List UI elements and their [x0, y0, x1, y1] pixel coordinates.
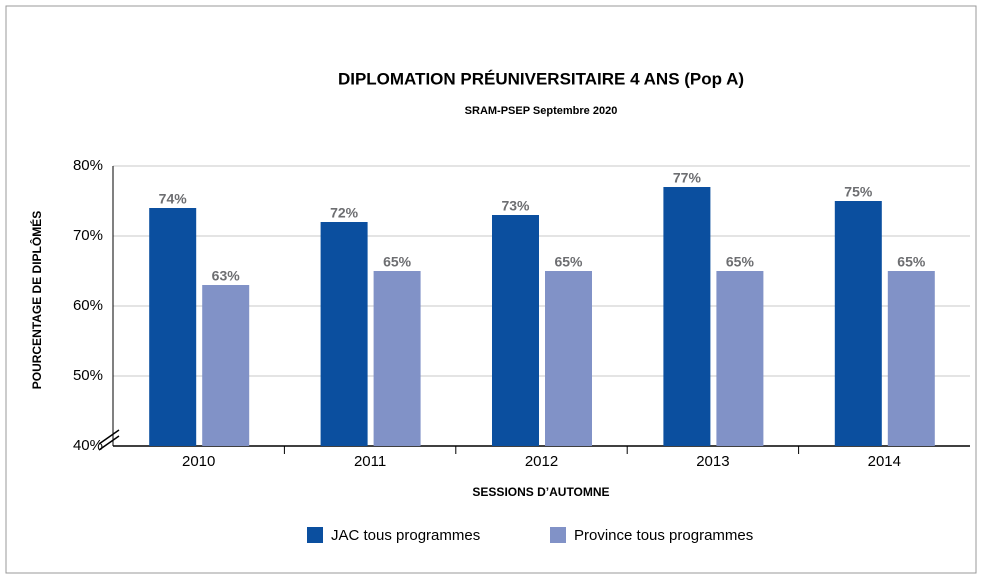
- x-tick-label: 2011: [354, 453, 386, 470]
- chart-title: DIPLOMATION PRÉUNIVERSITAIRE 4 ANS (Pop …: [338, 69, 744, 88]
- x-tick-label: 2012: [525, 453, 558, 470]
- x-tick-label: 2013: [696, 453, 729, 470]
- legend-swatch: [550, 527, 566, 543]
- y-tick-label: 80%: [73, 157, 103, 174]
- y-axis-label: POURCENTAGE DE DIPLÔMÉS: [29, 211, 44, 389]
- axis-break: [98, 429, 120, 451]
- bar: [887, 271, 935, 446]
- y-tick-label: 50%: [73, 367, 103, 384]
- bar: [663, 187, 711, 446]
- bar: [492, 215, 539, 446]
- value-label: 72%: [330, 205, 359, 221]
- y-tick-label: 70%: [73, 227, 103, 244]
- x-tick-label: 2014: [868, 453, 901, 470]
- value-label: 63%: [212, 268, 241, 284]
- value-label: 74%: [159, 191, 188, 207]
- y-tick-label: 60%: [73, 297, 103, 314]
- value-label: 75%: [844, 184, 873, 200]
- bar: [373, 271, 421, 446]
- legend-label: JAC tous programmes: [331, 527, 480, 544]
- bar: [320, 222, 368, 446]
- bar: [202, 285, 250, 446]
- value-label: 65%: [897, 254, 926, 270]
- legend-label: Province tous programmes: [574, 527, 753, 544]
- value-label: 73%: [501, 198, 530, 214]
- bar: [545, 271, 592, 446]
- x-tick-label: 2010: [182, 453, 215, 470]
- value-label: 65%: [726, 254, 755, 270]
- value-label: 65%: [383, 254, 412, 270]
- chart-subtitle: SRAM-PSEP Septembre 2020: [465, 105, 618, 117]
- legend-swatch: [307, 527, 323, 543]
- y-tick-label: 40%: [73, 437, 103, 454]
- value-label: 65%: [554, 254, 583, 270]
- bar: [834, 201, 882, 446]
- bar: [149, 208, 197, 446]
- bar: [716, 271, 764, 446]
- value-label: 77%: [673, 170, 702, 186]
- x-axis-label: SESSIONS D’AUTOMNE: [472, 485, 609, 499]
